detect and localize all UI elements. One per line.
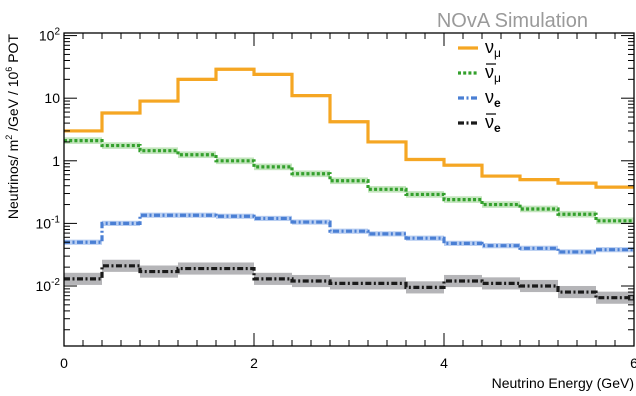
series-1-band-6 — [292, 170, 330, 178]
series-3-line — [64, 264, 634, 300]
x-tick-label: 0 — [60, 355, 68, 371]
series-3-band-4 — [216, 262, 254, 275]
series-3-band-13 — [558, 285, 596, 299]
series-3-band-12 — [520, 279, 558, 293]
series-1-band-1 — [102, 142, 140, 149]
legend-label-2: νe — [485, 87, 501, 110]
y-axis-label: Neutrinos/ m2 /GeV / 106 POT — [4, 34, 21, 220]
series-1-band-9 — [406, 191, 444, 198]
legend-label-1: νμ — [485, 62, 501, 85]
series-3-band-6 — [292, 274, 330, 288]
watermark: NOvA Simulation — [437, 10, 588, 32]
y-tick-label: 1 — [52, 153, 60, 169]
y-label-prefix: Neutrinos/ m — [5, 140, 21, 219]
y-tick-label: 102 — [39, 27, 61, 44]
series-2-line — [64, 213, 634, 254]
legend-label-3: νe — [485, 112, 501, 135]
y-label-middle: /GeV / 10 — [5, 71, 21, 134]
x-tick-label: 6 — [630, 355, 636, 371]
series-3-band-9 — [406, 281, 444, 294]
x-axis-label: Neutrino Energy (GeV) — [492, 375, 634, 391]
series-1-band-13 — [558, 210, 596, 218]
series-1-band-0 — [64, 137, 102, 144]
series-1-line — [64, 139, 634, 223]
series-2-band-10 — [444, 240, 482, 246]
y-tick-label: 10-2 — [36, 277, 61, 294]
series-1-band-4 — [216, 157, 254, 165]
series-2-band-9 — [406, 235, 444, 241]
y-tick-label: 10-1 — [36, 214, 61, 231]
legend-label-0: νμ — [485, 37, 501, 60]
x-tick-label: 4 — [440, 355, 448, 371]
y-label-suffix: POT — [5, 34, 21, 67]
plot-frame — [63, 32, 635, 347]
series-0-line — [64, 67, 634, 189]
y-tick-label: 10 — [44, 90, 60, 106]
series-2-band-1 — [102, 220, 140, 226]
series-3-band-5 — [254, 272, 292, 285]
y-label-exp1: 2 — [4, 135, 14, 140]
x-tick-label: 2 — [250, 355, 258, 371]
y-label-exp2: 6 — [4, 67, 14, 72]
series-2-band-6 — [292, 219, 330, 225]
series-3-band-3 — [178, 262, 216, 275]
